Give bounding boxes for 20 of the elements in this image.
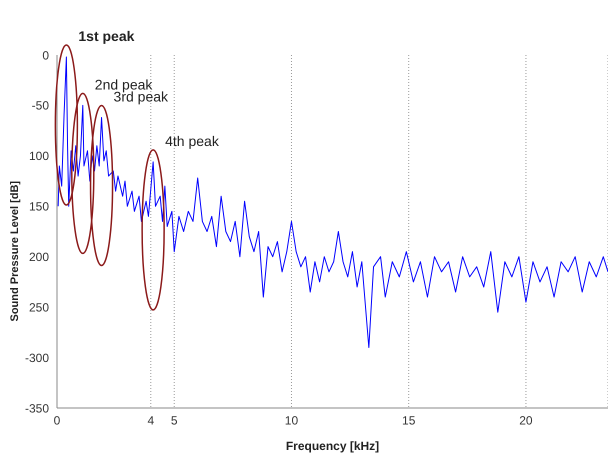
y-tick-label: -50: [32, 98, 50, 113]
x-tick-label: 10: [284, 414, 298, 428]
y-tick-label: -350: [24, 401, 50, 416]
y-tick-label: 100: [28, 149, 50, 164]
y-tick-label: 250: [28, 300, 50, 314]
annotation: 4th peak: [165, 132, 220, 149]
annotation: 1st peak: [78, 28, 135, 44]
y-tick-label: -300: [24, 350, 50, 365]
x-tick-label: 15: [402, 414, 416, 428]
x-tick-label: 0: [54, 414, 61, 428]
y-tick-label: 0: [42, 48, 50, 62]
x-axis-title: Frequency [kHz]: [286, 439, 380, 453]
annotation: 2nd peak: [94, 76, 154, 92]
y-axis-title: Sound Pressure Level [dB]: [8, 180, 21, 322]
x-tick-label: 20: [519, 414, 533, 428]
y-tick-label: 200: [28, 250, 50, 264]
y-tick-label: 150: [28, 200, 50, 214]
x-tick-label: 4: [147, 414, 154, 428]
x-tick-label: 5: [170, 414, 178, 428]
line-series: [58, 56, 608, 348]
